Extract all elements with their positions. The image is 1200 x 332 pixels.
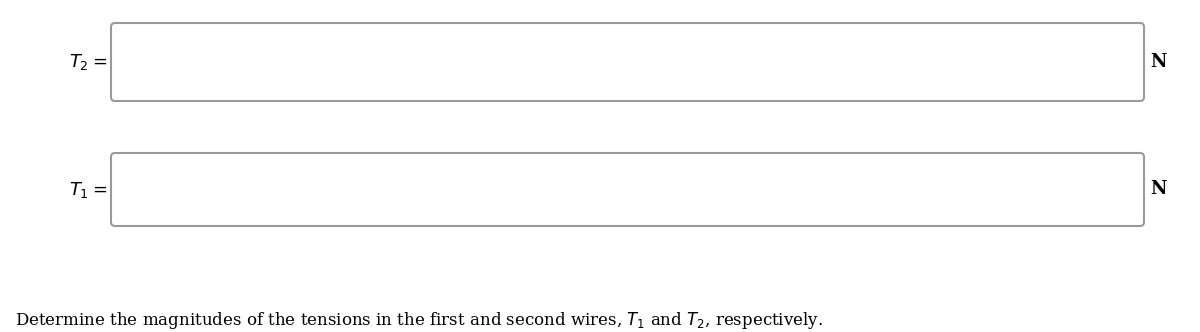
Text: $T_2 =$: $T_2 =$ (68, 52, 107, 72)
Text: Determine the magnitudes of the tensions in the first and second wires, $T_1$ an: Determine the magnitudes of the tensions… (14, 310, 823, 331)
FancyBboxPatch shape (112, 23, 1144, 101)
Text: N: N (1150, 53, 1166, 71)
Text: N: N (1150, 181, 1166, 199)
FancyBboxPatch shape (112, 153, 1144, 226)
Text: $T_1 =$: $T_1 =$ (68, 180, 107, 200)
